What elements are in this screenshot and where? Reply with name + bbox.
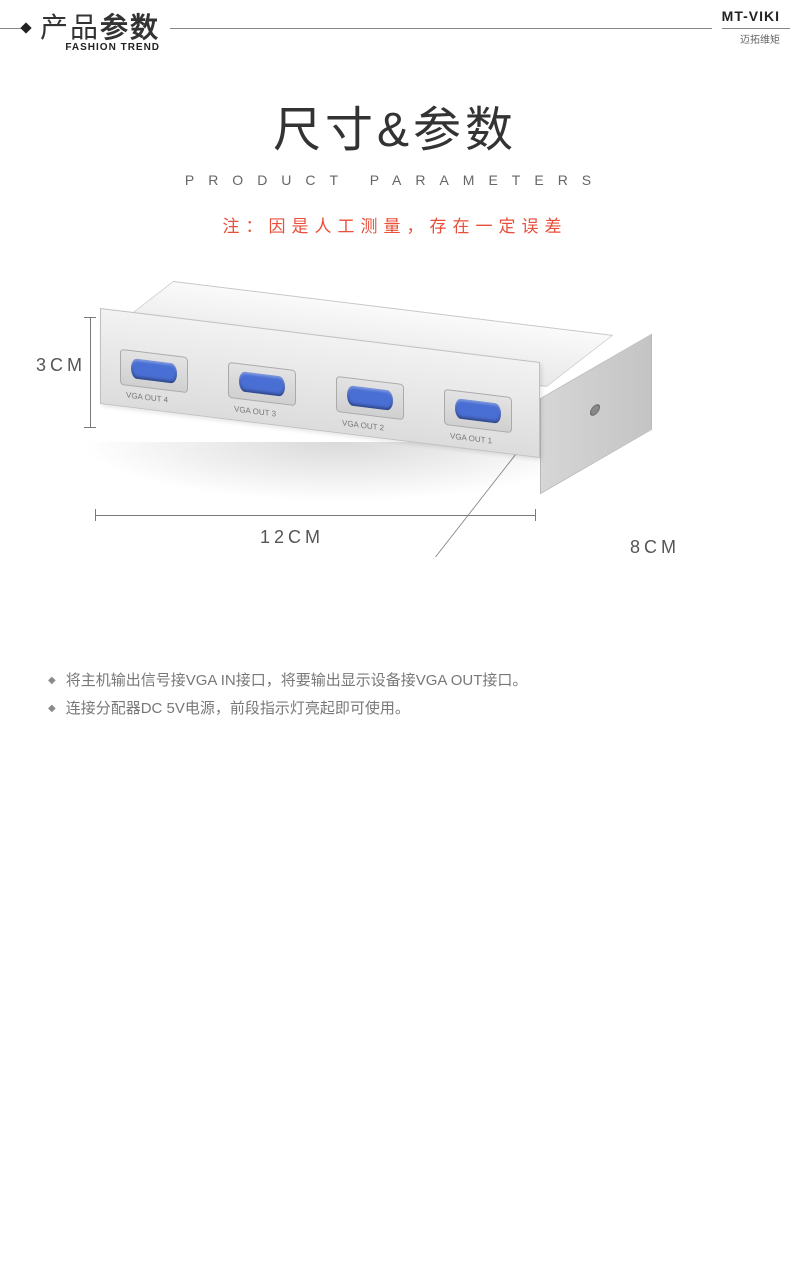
product-diagram: 3CM 12CM 8CM VGA OUT 4 VGA OUT 3 VGA OUT…	[0, 267, 790, 627]
measurement-note: 注：因是人工测量，存在一定误差	[0, 212, 790, 237]
brand-name-cn: 迈拓维矩	[722, 28, 780, 46]
device-mockup: VGA OUT 4 VGA OUT 3 VGA OUT 2 VGA OUT 1	[100, 327, 660, 497]
section-title: 产品参数 FASHION TREND	[30, 6, 170, 53]
dim-depth-label: 8CM	[630, 537, 680, 558]
brand-block: MT-VIKI 迈拓维矩	[712, 8, 780, 46]
dim-line	[84, 427, 96, 428]
dim-line	[535, 509, 536, 521]
dim-line	[95, 515, 535, 516]
dim-height-label: 3CM	[36, 355, 86, 376]
brand-name: MT-VIKI	[722, 8, 780, 24]
dim-width-label: 12CM	[260, 527, 324, 548]
section-title-cn-bold: 参数	[100, 6, 160, 46]
dim-line	[95, 509, 96, 521]
section-title-cn-prefix: 产品	[40, 6, 100, 46]
dim-line	[84, 317, 96, 318]
usage-note-item: 将主机输出信号接VGA IN接口，将要输出显示设备接VGA OUT接口。	[48, 667, 742, 695]
page-title: 尺寸&参数	[0, 90, 790, 160]
usage-note-item: 连接分配器DC 5V电源，前段指示灯亮起即可使用。	[48, 695, 742, 723]
page-subtitle: PRODUCT PARAMETERS	[0, 172, 790, 188]
main-title-block: 尺寸&参数 PRODUCT PARAMETERS 注：因是人工测量，存在一定误差	[0, 90, 790, 237]
page-header: 产品参数 FASHION TREND MT-VIKI 迈拓维矩	[0, 0, 790, 60]
dim-line	[90, 317, 91, 427]
usage-notes: 将主机输出信号接VGA IN接口，将要输出显示设备接VGA OUT接口。 连接分…	[48, 667, 742, 723]
